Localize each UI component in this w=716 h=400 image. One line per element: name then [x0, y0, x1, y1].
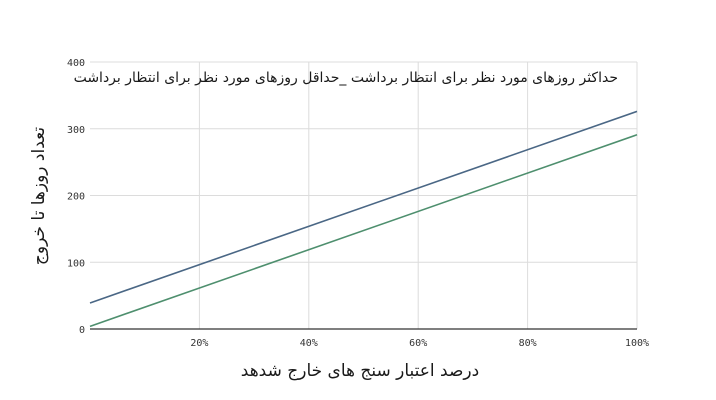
y-axis-ticks: 0 100 200 300 400 — [67, 58, 85, 336]
y-tick-label: 0 — [79, 325, 85, 336]
y-axis-label: تعداد روزها تا خروج — [29, 127, 49, 265]
chart-title: حداکثر روزهای مورد نظر برای انتظار برداش… — [74, 70, 618, 86]
y-tick-label: 200 — [67, 192, 85, 203]
y-tick-label: 100 — [67, 258, 85, 269]
x-tick-label: 80% — [519, 338, 537, 349]
y-tick-label: 300 — [67, 125, 85, 136]
grid-lines — [90, 61, 638, 329]
x-tick-label: 40% — [300, 338, 318, 349]
x-axis-label: درصد اعتبار سنج های خارج شدهد — [241, 361, 479, 381]
series-lines — [89, 110, 638, 328]
x-tick-label: 20% — [190, 338, 208, 349]
x-tick-label: 60% — [409, 338, 427, 349]
series-line-1 — [89, 110, 638, 304]
series-line-2 — [89, 134, 638, 328]
y-tick-label: 400 — [67, 58, 85, 69]
x-tick-label: 100% — [625, 338, 649, 349]
x-axis-ticks: 20% 40% 60% 80% 100% — [190, 338, 649, 349]
